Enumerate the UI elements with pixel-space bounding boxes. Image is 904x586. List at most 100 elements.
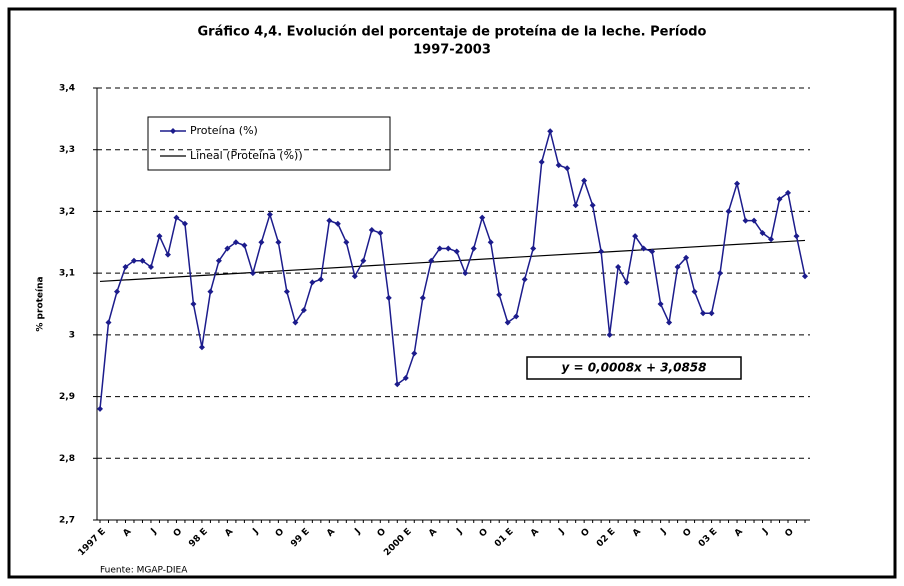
point bbox=[615, 263, 622, 270]
point bbox=[598, 248, 605, 255]
y-tick-label: 2,8 bbox=[59, 454, 75, 464]
point bbox=[572, 202, 579, 209]
x-tick-label: J bbox=[149, 527, 159, 537]
point bbox=[649, 248, 656, 255]
point bbox=[258, 239, 265, 246]
y-tick-label: 2,9 bbox=[59, 392, 75, 402]
point bbox=[215, 257, 222, 264]
y-tick-label: 3,3 bbox=[59, 145, 75, 155]
point bbox=[402, 375, 409, 382]
point bbox=[793, 233, 800, 240]
point bbox=[113, 288, 120, 295]
chart-title: Gráfico 4,4. Evolución del porcentaje de… bbox=[198, 25, 707, 40]
y-tick-label: 3,2 bbox=[59, 207, 75, 217]
point bbox=[725, 208, 732, 215]
point bbox=[589, 202, 596, 209]
point bbox=[147, 263, 154, 270]
point bbox=[198, 344, 205, 351]
point bbox=[428, 257, 435, 264]
point bbox=[190, 301, 197, 307]
point bbox=[130, 257, 137, 264]
point bbox=[462, 270, 469, 277]
x-tick-label: J bbox=[353, 527, 363, 537]
legend bbox=[147, 116, 391, 171]
point bbox=[479, 214, 486, 221]
point bbox=[547, 128, 554, 135]
point bbox=[751, 217, 758, 224]
point bbox=[581, 177, 588, 184]
point bbox=[292, 319, 299, 326]
point bbox=[708, 310, 715, 317]
x-tick-label: J bbox=[658, 527, 668, 537]
point bbox=[181, 220, 188, 227]
point bbox=[351, 273, 358, 280]
point bbox=[275, 239, 282, 246]
chart-subtitle: 1997-2003 bbox=[413, 43, 491, 58]
point bbox=[683, 254, 690, 261]
point bbox=[385, 294, 392, 301]
point bbox=[691, 288, 698, 295]
legend-label: Lineal (Proteína (%)) bbox=[190, 149, 303, 162]
frame bbox=[7, 7, 897, 579]
point bbox=[555, 162, 562, 169]
annotation: y = 0,0008x + 3,0858 bbox=[562, 361, 707, 375]
point bbox=[411, 350, 418, 357]
point bbox=[470, 245, 477, 252]
point bbox=[309, 279, 316, 286]
point bbox=[674, 263, 681, 270]
point bbox=[632, 233, 639, 240]
point bbox=[300, 307, 307, 314]
point bbox=[343, 239, 350, 246]
trendline bbox=[99, 239, 806, 283]
point bbox=[249, 270, 256, 277]
legend-label: Proteína (%) bbox=[190, 124, 258, 137]
point bbox=[496, 291, 503, 298]
point bbox=[105, 319, 112, 326]
y-tick-label: 3 bbox=[69, 330, 75, 340]
point bbox=[802, 273, 808, 280]
point bbox=[394, 381, 401, 388]
point bbox=[436, 245, 443, 252]
x-tick-label: J bbox=[454, 527, 464, 537]
point bbox=[453, 248, 460, 255]
x-tick-label: J bbox=[251, 527, 261, 537]
point bbox=[173, 214, 180, 221]
series-line bbox=[99, 128, 806, 409]
point bbox=[606, 331, 613, 338]
point bbox=[377, 230, 384, 237]
point bbox=[487, 239, 494, 246]
point bbox=[538, 159, 545, 166]
point bbox=[785, 189, 792, 196]
point bbox=[513, 313, 520, 320]
point bbox=[317, 276, 324, 283]
point bbox=[224, 245, 231, 252]
legend-marker bbox=[170, 128, 176, 134]
point bbox=[334, 220, 341, 227]
point bbox=[419, 294, 426, 301]
point bbox=[623, 279, 630, 286]
point bbox=[368, 226, 375, 233]
point bbox=[360, 257, 367, 264]
point bbox=[530, 245, 537, 252]
point bbox=[97, 405, 103, 412]
point bbox=[241, 242, 248, 249]
y-tick-label: 3,1 bbox=[59, 269, 75, 279]
x-tick-label: J bbox=[760, 527, 770, 537]
annotation-box bbox=[526, 356, 742, 380]
point bbox=[326, 217, 333, 224]
point bbox=[734, 180, 741, 187]
point bbox=[742, 217, 749, 224]
point bbox=[521, 276, 528, 283]
point bbox=[122, 263, 129, 270]
point bbox=[768, 236, 775, 243]
y-tick-label: 3,4 bbox=[59, 84, 75, 94]
point bbox=[232, 239, 239, 246]
y-axis-label: % proteína bbox=[36, 276, 46, 331]
point bbox=[445, 245, 452, 252]
point bbox=[156, 233, 163, 240]
point bbox=[657, 301, 664, 307]
point bbox=[666, 319, 673, 326]
point bbox=[776, 196, 783, 203]
point bbox=[640, 245, 647, 252]
